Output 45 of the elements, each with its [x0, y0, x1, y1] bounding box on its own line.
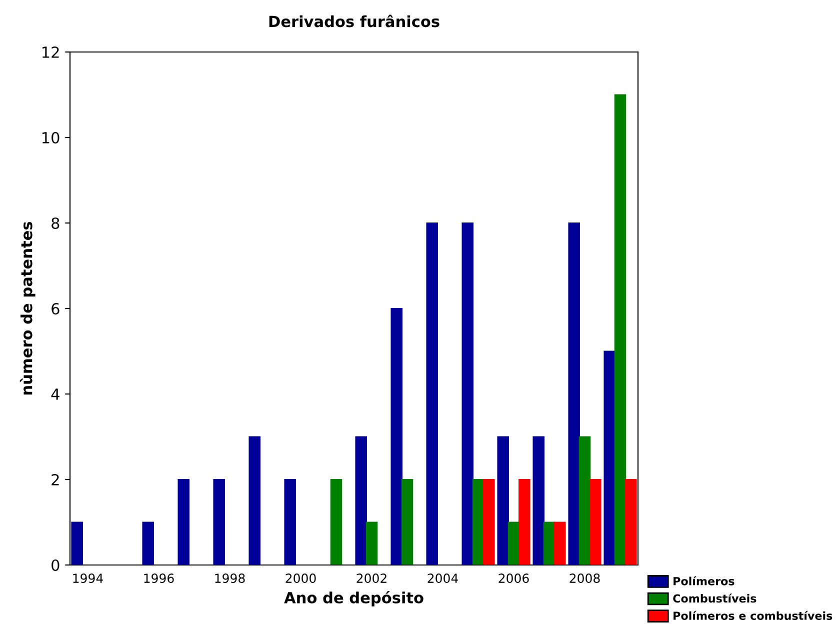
y-tick-label: 10 [42, 132, 60, 144]
bar [178, 478, 190, 565]
bar [426, 222, 438, 565]
bar [614, 94, 626, 565]
x-tick-label: 2008 [570, 574, 600, 584]
x-tick-label: 2002 [356, 574, 386, 584]
bar [568, 222, 580, 565]
bar [248, 436, 260, 565]
bar [462, 222, 474, 565]
bar [390, 308, 402, 565]
bar [578, 436, 591, 565]
bar [554, 522, 566, 565]
bar [625, 478, 637, 565]
y-tick-label: 12 [42, 46, 59, 58]
bar [284, 478, 296, 565]
y-tick-label: 2 [52, 474, 59, 486]
bar [604, 350, 616, 565]
legend-label: Polímeros e combustíveis [674, 610, 832, 620]
bar [483, 478, 495, 565]
x-axis-title: Ano de depósito [284, 590, 424, 606]
y-axis-title: nùmero de patentes [20, 222, 36, 394]
bar [518, 478, 530, 565]
y-tick-label: 4 [51, 388, 60, 400]
y-tick-label: 8 [52, 217, 60, 230]
x-tick-label: 2000 [286, 574, 316, 584]
chart-title: Derivados furânicos [269, 14, 440, 28]
y-tick-label: 0 [52, 559, 60, 572]
bar [532, 436, 544, 565]
y-tick-label: 6 [52, 302, 60, 315]
legend-label: Polímeros [674, 576, 734, 586]
bar [401, 478, 414, 565]
bar [213, 478, 225, 565]
legend-label: Combustíveis [673, 594, 756, 603]
x-tick-label: 1994 [73, 574, 103, 584]
x-tick-label: 1998 [215, 574, 245, 584]
x-tick-label: 1996 [144, 574, 174, 584]
x-tick-label: 2004 [428, 574, 458, 584]
bar [330, 478, 342, 565]
bar [142, 522, 154, 565]
bar [497, 436, 509, 565]
x-tick-label: 2006 [498, 574, 529, 584]
bar [590, 478, 602, 565]
bar [366, 522, 378, 565]
bar [71, 522, 83, 565]
bar [355, 436, 367, 565]
